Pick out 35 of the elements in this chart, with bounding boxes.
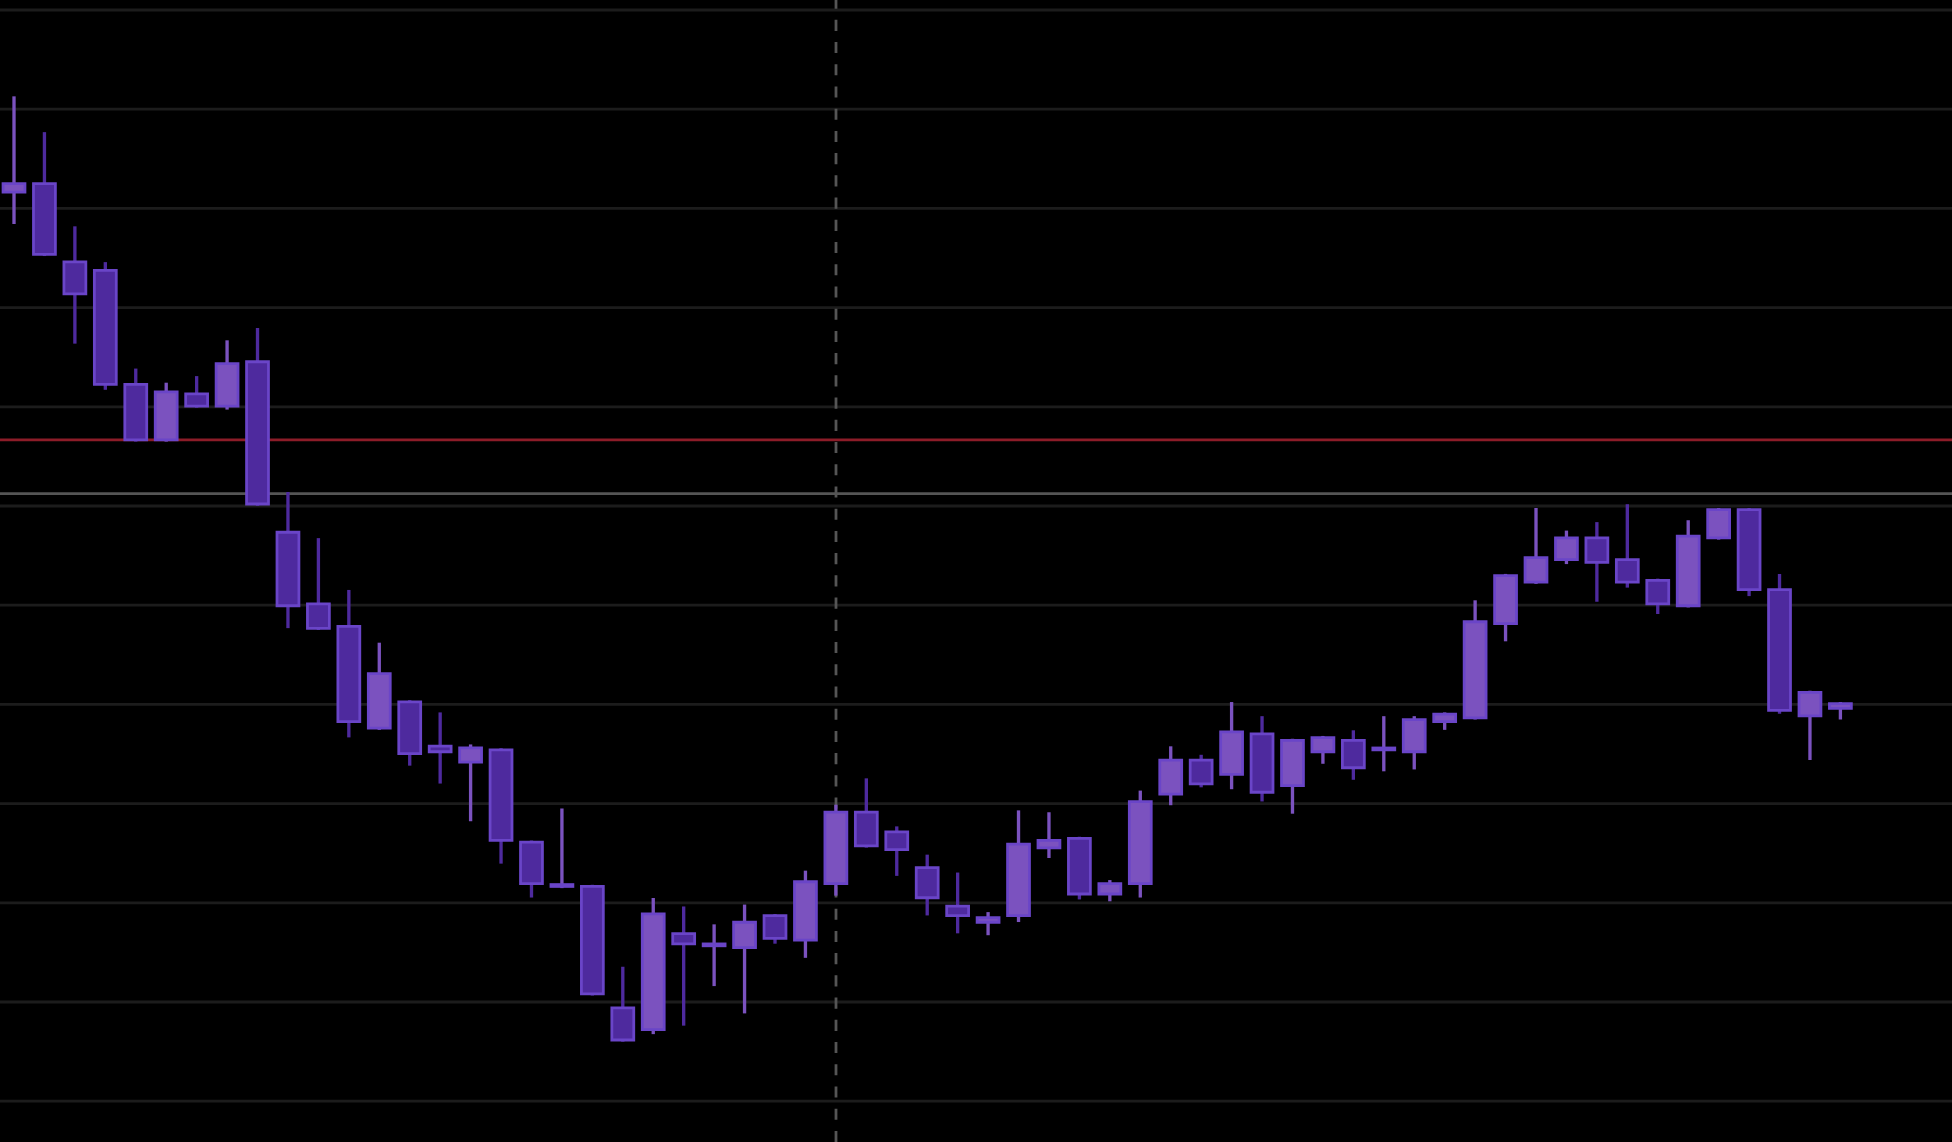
candlestick bbox=[732, 904, 757, 1014]
candlestick bbox=[549, 808, 575, 889]
candlestick bbox=[458, 744, 483, 822]
candlestick bbox=[1280, 738, 1305, 814]
candlestick bbox=[945, 872, 970, 934]
candlestick bbox=[184, 376, 209, 408]
candlestick bbox=[1706, 507, 1731, 540]
candlestick bbox=[853, 778, 879, 848]
candlestick bbox=[1401, 716, 1427, 770]
candlestick bbox=[1523, 507, 1549, 584]
candlestick bbox=[1797, 690, 1823, 761]
candlestick bbox=[884, 826, 910, 876]
candlestick bbox=[62, 226, 88, 344]
candlestick bbox=[1036, 812, 1062, 858]
candlestick bbox=[671, 906, 697, 1026]
candlestick bbox=[610, 966, 636, 1042]
candlestick bbox=[762, 913, 788, 944]
candlestick bbox=[1341, 730, 1366, 780]
candlestick bbox=[427, 712, 453, 784]
candlestick bbox=[1371, 716, 1397, 772]
candlestick bbox=[1188, 754, 1214, 788]
candlestick bbox=[1219, 702, 1244, 790]
candlestick bbox=[1158, 746, 1184, 806]
candlestick bbox=[1614, 504, 1640, 588]
candlestick bbox=[306, 538, 331, 631]
candlestick bbox=[1310, 735, 1336, 764]
candlestick bbox=[914, 854, 940, 916]
candlestick bbox=[214, 340, 240, 410]
candlestick bbox=[1584, 522, 1610, 602]
candlestick bbox=[975, 912, 1001, 936]
candlestick bbox=[701, 924, 727, 987]
candlestick bbox=[519, 840, 544, 898]
candlestick bbox=[1645, 578, 1671, 614]
candlestick bbox=[1, 96, 27, 225]
candlestick bbox=[1554, 530, 1579, 565]
